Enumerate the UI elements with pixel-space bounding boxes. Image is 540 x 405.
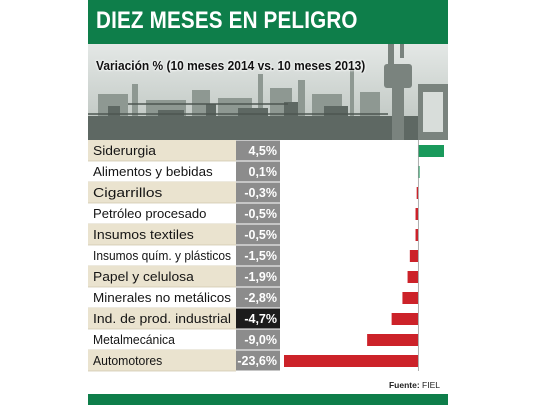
value-cell: [236, 308, 280, 329]
row-band: [88, 266, 236, 287]
category-label: Cigarrillos: [93, 186, 162, 200]
title-bar: DIEZ MESES EN PELIGRO: [88, 0, 448, 44]
category-label: Ind. de prod. industrial: [93, 312, 231, 326]
row-band: [88, 350, 236, 371]
row-band: [88, 182, 236, 203]
category-label: Insumos quím. y plásticos: [93, 249, 231, 263]
category-label: Siderurgia: [93, 144, 156, 158]
bar: [391, 313, 419, 325]
category-label: Automotores: [93, 354, 162, 368]
value-cell: [236, 329, 280, 350]
value-cell: [236, 266, 280, 287]
value-label: 4,5%: [249, 144, 278, 158]
source-note: Fuente: FIEL: [389, 380, 440, 390]
value-cell: [236, 203, 280, 224]
source-label: Fuente:: [388, 380, 420, 390]
value-cell: [236, 245, 280, 266]
bar-chart: Siderurgia 4,5% Alimentos y bebidas 0,1% Cig…: [88, 140, 444, 372]
value-label: -1,5%: [244, 249, 277, 263]
bar: [407, 271, 419, 283]
chart-subtitle: Variación % (10 meses 2014 vs. 10 meses …: [96, 58, 366, 73]
value-label: -0,5%: [244, 207, 277, 221]
value-label: -1,9%: [244, 270, 277, 284]
row-band: [88, 224, 236, 245]
source-name: FIEL: [422, 380, 440, 390]
bar: [418, 145, 444, 157]
value-cell: [236, 224, 280, 245]
bar: [415, 208, 419, 220]
bar: [415, 229, 419, 241]
value-cell: [236, 140, 280, 161]
row-band: [88, 308, 236, 329]
value-label: -4,7%: [244, 312, 277, 326]
value-cell: [236, 161, 280, 182]
bar: [367, 334, 419, 346]
value-label: 0,1%: [249, 165, 278, 179]
value-label: -0,3%: [244, 186, 277, 200]
category-label: Insumos textiles: [93, 228, 194, 242]
category-label: Papel y celulosa: [93, 270, 194, 284]
refinery-photo: [88, 44, 448, 140]
bar: [402, 292, 419, 304]
value-label: -23,6%: [237, 354, 277, 368]
category-label: Alimentos y bebidas: [93, 165, 213, 179]
bar: [418, 166, 420, 178]
value-label: -9,0%: [244, 333, 277, 347]
value-label: -2,8%: [244, 291, 277, 305]
row-band: [88, 140, 236, 161]
value-label: -0,5%: [244, 228, 277, 242]
category-label: Metalmecánica: [93, 333, 175, 347]
value-cell: [236, 350, 280, 371]
value-cell: [236, 182, 280, 203]
value-cell: [236, 287, 280, 308]
infographic: DIEZ MESES EN PELIGRO: [88, 0, 448, 405]
bar: [416, 187, 419, 199]
chart-title: DIEZ MESES EN PELIGRO: [96, 7, 358, 34]
category-label: Minerales no metálicos: [93, 291, 231, 305]
bar: [284, 355, 419, 367]
bar: [409, 250, 419, 262]
category-label: Petróleo procesado: [93, 207, 206, 221]
bottom-bar: [88, 394, 448, 405]
